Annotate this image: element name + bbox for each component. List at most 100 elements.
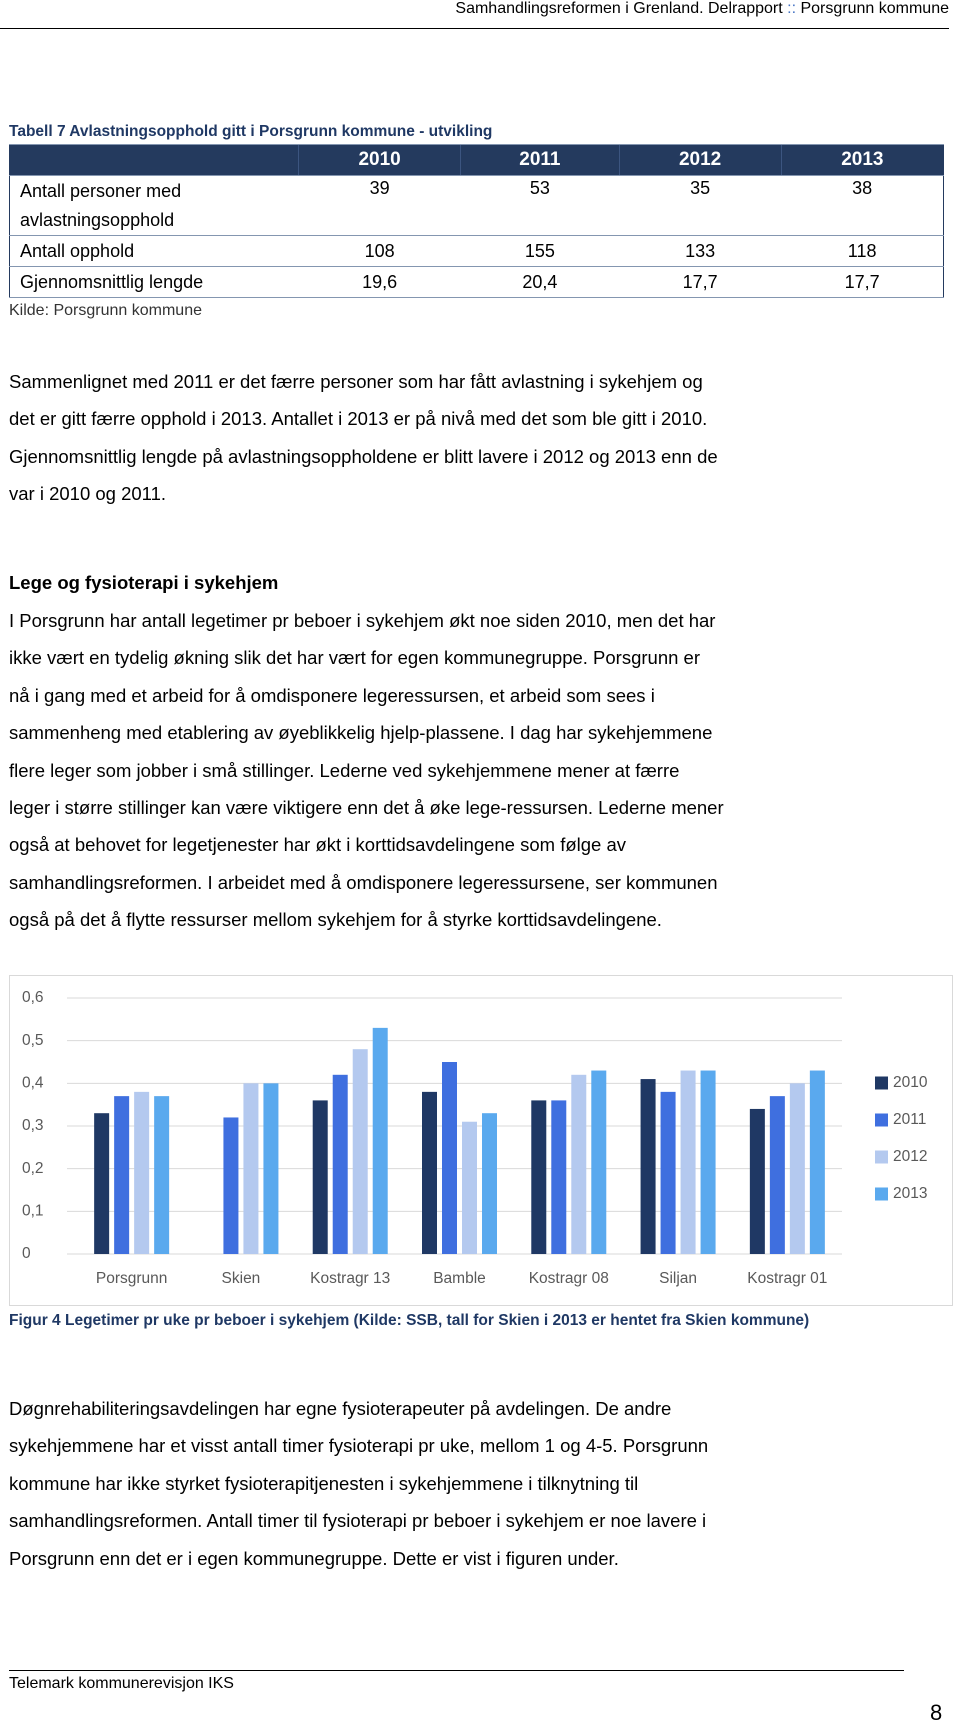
bar <box>243 1083 259 1254</box>
table-cell: 39 <box>298 175 461 236</box>
row-label: Antall opphold <box>9 235 299 267</box>
legend-swatch <box>875 1150 888 1164</box>
bar <box>531 1100 547 1254</box>
bar <box>154 1096 170 1254</box>
legend-label: 2011 <box>893 1111 926 1128</box>
row-label: Antall personer med avlastningsopphold <box>9 175 299 236</box>
bar <box>312 1100 328 1254</box>
bar <box>769 1096 785 1254</box>
bar <box>551 1100 567 1254</box>
bar <box>422 1091 437 1254</box>
header-title: Samhandlingsreformen i Grenland. Delrapp… <box>455 0 783 17</box>
text-line: kommune har ikke styrket fysioterapitjen… <box>9 1472 639 1494</box>
bar <box>591 1070 607 1254</box>
y-tick-label: 0,4 <box>22 1074 44 1091</box>
text-line: sammenheng med etablering av øyeblikkeli… <box>9 722 713 744</box>
legend-swatch <box>875 1113 888 1127</box>
bar <box>462 1121 477 1254</box>
bar <box>352 1049 368 1254</box>
bar <box>442 1062 457 1254</box>
text-line: samhandlingsreformen. I arbeidet med å o… <box>9 871 718 893</box>
table-cell: 118 <box>781 235 944 267</box>
text-line: Gjennomsnittlig lengde på avlastningsopp… <box>9 445 718 467</box>
bar <box>640 1079 656 1254</box>
column-header: 2011 <box>460 144 620 176</box>
bar <box>700 1070 716 1254</box>
table-cell: 38 <box>781 175 944 236</box>
text-line: Sammenlignet med 2011 er det færre perso… <box>9 371 703 392</box>
row-label-line: Antall personer med <box>20 180 182 201</box>
table-cell: 108 <box>298 235 461 267</box>
paragraph: Døgnrehabiliteringsavdelingen har egne f… <box>9 1390 708 1577</box>
legend-label: 2012 <box>893 1148 927 1165</box>
bar <box>660 1091 676 1254</box>
y-tick-label: 0,3 <box>22 1117 44 1134</box>
bar <box>114 1096 130 1254</box>
paragraph: Sammenlignet med 2011 er det færre perso… <box>9 363 718 513</box>
bar <box>332 1074 348 1254</box>
table-row: Antall personer med avlastningsopphold 39… <box>9 175 944 236</box>
row-label-line: avlastningsopphold <box>20 209 175 230</box>
x-tick-label: Kostragr 08 <box>529 1270 609 1287</box>
y-tick-label: 0,5 <box>22 1032 44 1049</box>
legend-label: 2013 <box>893 1185 927 1202</box>
bar <box>223 1117 239 1254</box>
header-separator: :: <box>787 0 797 17</box>
table-cell: 17,7 <box>781 266 944 298</box>
text-line: også på det å flytte ressurser mellom sy… <box>9 909 662 931</box>
legend-label: 2010 <box>893 1074 928 1091</box>
x-tick-label: Kostragr 01 <box>747 1270 827 1287</box>
x-tick-label: Kostragr 13 <box>310 1270 390 1287</box>
table-cell: 19,6 <box>298 266 461 298</box>
figure-caption: Figur 4 Legetimer pr uke pr beboer i syk… <box>9 1312 810 1329</box>
table-cell: 35 <box>619 175 782 236</box>
text-line: nå i gang med et arbeid for å omdisponer… <box>9 684 655 706</box>
legend-swatch <box>875 1187 888 1201</box>
text-line: var i 2010 og 2011. <box>9 483 167 505</box>
text-line: også at behovet for legetjenester har øk… <box>9 834 627 856</box>
text-line: sykehjemmene har et visst antall timer f… <box>9 1435 709 1457</box>
x-tick-label: Bamble <box>433 1270 486 1287</box>
bar <box>749 1108 765 1254</box>
bar <box>134 1091 150 1254</box>
table-caption: Tabell 7 Avlastningsopphold gitt i Porsg… <box>9 123 493 140</box>
paragraph: I Porsgrunn har antall legetimer pr bebo… <box>9 602 724 939</box>
bar <box>482 1113 497 1254</box>
bar <box>94 1113 110 1254</box>
text-line: ikke vært en tydelig økning slik det har… <box>9 647 700 669</box>
bar <box>571 1074 587 1254</box>
table-cell: 53 <box>460 175 620 236</box>
legend-swatch <box>875 1076 888 1090</box>
column-header: 2013 <box>780 144 944 176</box>
text-line: det er gitt færre opphold i 2013. Antall… <box>9 408 708 430</box>
y-tick-label: 0,2 <box>22 1160 44 1177</box>
table-cell: 20,4 <box>460 266 620 298</box>
page-number: 8 <box>930 1700 943 1725</box>
table-row: Gjennomsnittlig lengde 19,6 20,4 17,7 17… <box>9 266 944 298</box>
column-header: 2012 <box>618 144 782 176</box>
table: 2010 2011 2012 2013 Antall personer med a… <box>9 144 944 298</box>
text-line: leger i større stillinger kan være vikti… <box>9 796 724 818</box>
text-line: flere leger som jobber i små stillinger.… <box>9 759 680 781</box>
text-line: I Porsgrunn har antall legetimer pr bebo… <box>9 610 716 631</box>
y-tick-label: 0,6 <box>22 989 44 1006</box>
footer-text: Telemark kommunerevisjon IKS <box>9 1675 234 1692</box>
header-subtitle: Porsgrunn kommune <box>800 0 949 17</box>
table-cell: 155 <box>460 235 620 267</box>
bar <box>372 1027 388 1254</box>
y-tick-label: 0,1 <box>22 1202 44 1219</box>
text-line: samhandlingsreformen. Antall timer til f… <box>9 1510 707 1532</box>
table-corner <box>9 144 299 176</box>
table-cell: 17,7 <box>619 266 782 298</box>
table-header-row: 2010 2011 2012 2013 <box>9 144 944 176</box>
bar <box>263 1083 279 1254</box>
footer-rule <box>9 1670 904 1671</box>
running-header: Samhandlingsreformen i Grenland. Delrapp… <box>0 0 949 29</box>
column-header: 2010 <box>297 144 461 176</box>
row-label: Gjennomsnittlig lengde <box>9 266 299 298</box>
y-tick-label: 0 <box>22 1245 31 1262</box>
section-heading: Lege og fysioterapi i sykehjem <box>9 572 279 593</box>
x-tick-label: Porsgrunn <box>96 1270 168 1287</box>
bar <box>789 1083 805 1254</box>
